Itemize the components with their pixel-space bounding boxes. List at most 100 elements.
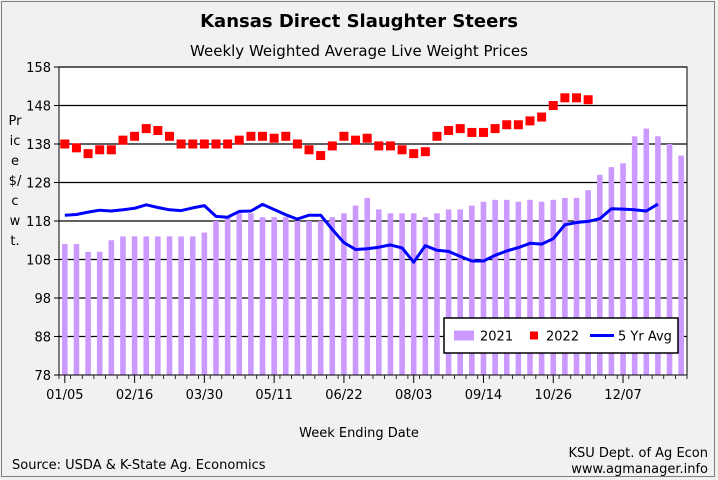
marker-2022 xyxy=(71,143,81,153)
bar-2021 xyxy=(178,236,184,375)
legend-label-2022: 2022 xyxy=(546,330,579,345)
marker-2022 xyxy=(246,131,256,141)
bar-2021 xyxy=(608,167,615,375)
y-tick-label: 148 xyxy=(26,100,51,115)
bar-2021 xyxy=(469,205,475,375)
chart-title: Kansas Direct Slaughter Steers xyxy=(200,11,518,32)
marker-2022 xyxy=(513,120,523,130)
marker-2022 xyxy=(572,93,582,103)
bar-2021 xyxy=(538,201,545,375)
bar-2021 xyxy=(131,236,138,375)
marker-2022 xyxy=(560,93,570,103)
marker-2022 xyxy=(420,147,430,157)
bar-2021 xyxy=(213,221,219,375)
line-5yr-avg xyxy=(64,202,659,264)
marker-2022 xyxy=(223,139,233,149)
marker-2022 xyxy=(478,127,488,137)
x-axis-label: Week Ending Date xyxy=(299,426,419,441)
bar-2021 xyxy=(329,217,336,375)
marker-2022 xyxy=(106,145,116,155)
x-tick-label: 12/07 xyxy=(604,388,641,403)
bar-2021 xyxy=(248,213,254,375)
legend-swatch-2021 xyxy=(454,330,474,341)
x-tick-label: 09/14 xyxy=(465,388,502,403)
x-tick-label: 03/30 xyxy=(186,388,223,403)
marker-2022 xyxy=(188,139,198,149)
marker-2022 xyxy=(374,141,384,151)
bar-2021 xyxy=(573,197,580,375)
bar-2021 xyxy=(224,217,231,375)
marker-2022 xyxy=(327,141,337,151)
bar-2021 xyxy=(376,209,382,375)
y-tick-label: 88 xyxy=(34,331,51,346)
bar-2021 xyxy=(655,136,661,375)
bar-2021 xyxy=(492,199,498,375)
bar-2021 xyxy=(341,213,347,375)
y-tick-label: 108 xyxy=(26,254,51,269)
credit-line-2: www.agmanager.info xyxy=(571,462,708,477)
marker-2022 xyxy=(455,124,465,134)
x-tick-label: 08/03 xyxy=(395,388,432,403)
y-tick-label: 98 xyxy=(34,292,51,307)
bar-2021 xyxy=(73,244,80,375)
x-tick-label: 02/16 xyxy=(116,388,153,403)
legend-label-2021: 2021 xyxy=(480,330,513,345)
bar-2021 xyxy=(96,251,103,375)
bar-2021 xyxy=(189,236,196,375)
marker-2022 xyxy=(537,112,547,122)
marker-2022 xyxy=(292,139,302,149)
bar-2021 xyxy=(434,213,440,375)
bar-2021 xyxy=(155,236,161,375)
bar-2021 xyxy=(306,221,312,375)
bar-2021 xyxy=(503,199,510,375)
marker-2022 xyxy=(362,133,372,143)
marker-2022 xyxy=(525,116,535,126)
bar-2021 xyxy=(259,217,266,375)
bar-2021 xyxy=(271,217,277,375)
marker-2022 xyxy=(444,126,454,136)
marker-2022 xyxy=(153,126,163,136)
bar-2021 xyxy=(562,197,568,375)
x-tick-label: 10/26 xyxy=(535,388,572,403)
marker-2022 xyxy=(164,131,174,141)
bar-2021 xyxy=(596,174,603,375)
y-tick-label: 158 xyxy=(26,61,51,76)
bar-2021 xyxy=(422,217,429,375)
bar-2021 xyxy=(631,136,638,375)
bar-2021 xyxy=(236,213,243,375)
bar-2021 xyxy=(410,213,417,375)
bar-2021 xyxy=(457,209,464,375)
marker-2022 xyxy=(95,145,105,155)
bar-2021 xyxy=(62,244,68,375)
bar-2021 xyxy=(352,205,359,375)
bar-2021 xyxy=(282,217,289,375)
bar-2021 xyxy=(399,213,405,375)
marker-2022 xyxy=(351,135,361,145)
bar-2021 xyxy=(527,199,533,375)
bar-2021 xyxy=(85,251,91,375)
marker-2022 xyxy=(548,101,558,110)
bar-2021 xyxy=(643,128,650,375)
marker-2022 xyxy=(490,124,500,134)
bar-2021 xyxy=(387,213,394,375)
y-tick-label: 78 xyxy=(34,369,51,384)
bar-2021 xyxy=(143,236,150,375)
x-tick-label: 01/05 xyxy=(46,388,83,403)
bar-2021 xyxy=(666,144,673,375)
bar-2021 xyxy=(120,236,126,375)
x-tick-label: 06/22 xyxy=(325,388,362,403)
bar-2021 xyxy=(364,197,370,375)
marker-2022 xyxy=(316,151,326,161)
chart-subtitle: Weekly Weighted Average Live Weight Pric… xyxy=(190,42,528,60)
marker-2022 xyxy=(281,131,291,141)
marker-2022 xyxy=(118,135,128,145)
bar-2021 xyxy=(445,209,452,375)
bar-2021 xyxy=(201,232,208,375)
marker-2022 xyxy=(397,145,407,155)
x-tick-label: 05/11 xyxy=(255,388,292,403)
marker-2022 xyxy=(269,133,279,143)
marker-2022 xyxy=(141,124,151,134)
y-tick-label: 118 xyxy=(26,215,51,230)
legend-label-5yr-avg: 5 Yr Avg xyxy=(618,330,672,345)
